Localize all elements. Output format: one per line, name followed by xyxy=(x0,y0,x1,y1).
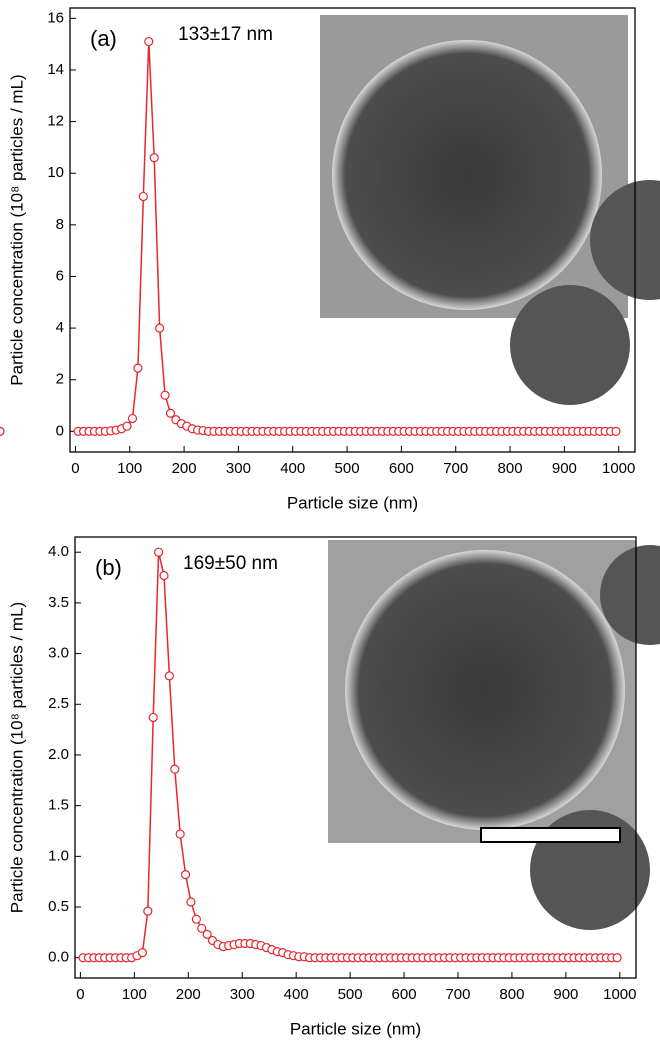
y-tick-label: 0.0 xyxy=(48,949,69,966)
data-point xyxy=(144,36,154,47)
data-point xyxy=(612,953,622,963)
y-tick-label: 1.0 xyxy=(48,847,69,864)
x-tick-label: 0 xyxy=(71,460,79,477)
y-tick-label: 16 xyxy=(47,9,64,26)
x-tick-label: 1000 xyxy=(602,460,635,477)
data-point xyxy=(122,421,132,431)
y-axis-label: Particle concentration (10⁸ particles / … xyxy=(7,74,26,385)
x-tick-label: 900 xyxy=(553,986,578,1003)
x-tick-label: 0 xyxy=(76,986,84,1003)
x-tick-label: 500 xyxy=(335,460,360,477)
data-point xyxy=(154,547,164,557)
x-tick-label: 100 xyxy=(122,986,147,1003)
data-point xyxy=(143,906,153,916)
data-point xyxy=(160,390,170,400)
size-annotation: 169±50 nm xyxy=(183,553,278,574)
x-tick-label: 1000 xyxy=(603,986,636,1003)
y-tick-label: 2.0 xyxy=(48,746,69,763)
plot-frame xyxy=(74,536,637,979)
y-tick-label: 3.0 xyxy=(48,645,69,662)
tem-inset-a xyxy=(320,15,660,405)
x-tick-label: 300 xyxy=(230,986,255,1003)
y-axis-label: Particle concentration (10⁸ particles / … xyxy=(7,602,26,913)
x-axis-label: Particle size (nm) xyxy=(287,493,418,512)
y-tick-label: 4.0 xyxy=(48,543,69,560)
data-point xyxy=(202,929,212,940)
y-tick-label: 10 xyxy=(47,164,64,181)
data-point xyxy=(197,923,207,933)
x-tick-label: 300 xyxy=(226,460,251,477)
plot-frame xyxy=(69,7,636,453)
data-point xyxy=(186,897,196,907)
y-tick-label: 1.5 xyxy=(48,797,69,814)
panel-label: (a) xyxy=(90,26,117,51)
x-tick-label: 600 xyxy=(389,460,414,477)
data-point xyxy=(155,323,165,333)
x-tick-label: 200 xyxy=(176,986,201,1003)
data-point xyxy=(611,426,621,436)
x-tick-label: 900 xyxy=(552,460,577,477)
data-point xyxy=(0,426,5,436)
data-point xyxy=(138,191,148,202)
data-point xyxy=(165,408,176,418)
x-tick-label: 100 xyxy=(117,460,142,477)
data-point xyxy=(164,671,174,681)
data-point xyxy=(137,948,148,958)
y-tick-label: 8 xyxy=(56,216,64,233)
y-tick-label: 14 xyxy=(47,61,64,78)
y-tick-label: 0 xyxy=(56,422,64,439)
y-tick-label: 6 xyxy=(56,267,64,284)
y-tick-label: 0.5 xyxy=(48,898,69,915)
x-axis-label: Particle size (nm) xyxy=(290,1019,421,1038)
data-point xyxy=(159,570,169,581)
size-annotation: 133±17 nm xyxy=(178,24,273,45)
y-tick-label: 2 xyxy=(56,371,64,388)
x-tick-label: 700 xyxy=(445,986,470,1003)
y-tick-label: 3.5 xyxy=(48,594,69,611)
y-tick-label: 12 xyxy=(47,113,64,130)
panel-label: (b) xyxy=(95,555,122,580)
x-tick-label: 800 xyxy=(499,986,524,1003)
data-point xyxy=(127,413,138,424)
x-tick-label: 700 xyxy=(443,460,468,477)
data-point xyxy=(175,829,185,839)
y-tick-label: 2.5 xyxy=(48,695,69,712)
x-tick-label: 400 xyxy=(284,986,309,1003)
y-tick-label: 4 xyxy=(56,319,64,336)
data-point xyxy=(191,914,201,924)
data-point xyxy=(148,712,158,723)
tem-inset-b xyxy=(328,540,660,930)
x-tick-label: 600 xyxy=(392,986,417,1003)
data-point xyxy=(149,153,159,163)
data-point xyxy=(180,869,191,880)
x-tick-label: 500 xyxy=(338,986,363,1003)
data-point xyxy=(170,764,180,774)
x-tick-label: 200 xyxy=(172,460,197,477)
x-tick-label: 400 xyxy=(280,460,305,477)
data-point xyxy=(133,363,143,373)
x-tick-label: 800 xyxy=(498,460,523,477)
